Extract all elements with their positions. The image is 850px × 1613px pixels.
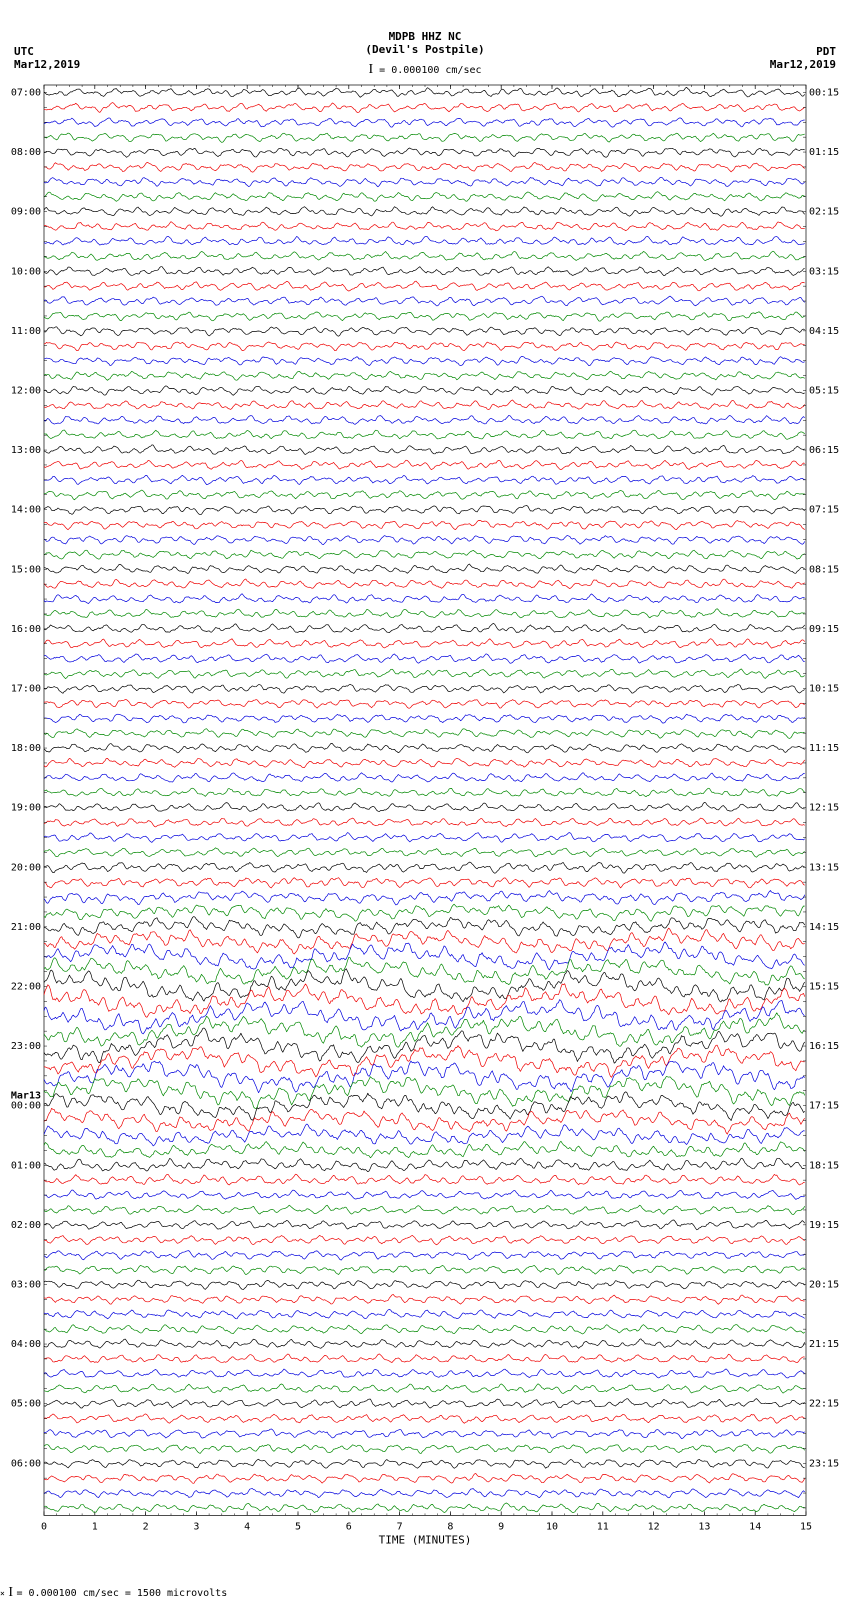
svg-text:00:00: 00:00 bbox=[11, 1101, 41, 1112]
svg-text:4: 4 bbox=[244, 1521, 250, 1532]
svg-text:03:00: 03:00 bbox=[11, 1279, 41, 1290]
svg-text:09:15: 09:15 bbox=[809, 624, 839, 635]
svg-text:14: 14 bbox=[749, 1521, 761, 1532]
svg-text:12:15: 12:15 bbox=[809, 803, 839, 814]
svg-text:5: 5 bbox=[295, 1521, 301, 1532]
svg-text:13:00: 13:00 bbox=[11, 445, 41, 456]
svg-text:14:00: 14:00 bbox=[11, 505, 41, 516]
seismogram-footer: × I = 0.000100 cm/sec = 1500 microvolts bbox=[0, 1565, 850, 1601]
svg-text:00:15: 00:15 bbox=[809, 87, 839, 98]
station-name: (Devil's Postpile) bbox=[0, 43, 850, 56]
svg-text:23:00: 23:00 bbox=[11, 1041, 41, 1052]
svg-text:12: 12 bbox=[648, 1521, 660, 1532]
station-code: MDPB HHZ NC bbox=[0, 30, 850, 43]
svg-text:17:15: 17:15 bbox=[809, 1101, 839, 1112]
svg-text:0: 0 bbox=[41, 1521, 47, 1532]
svg-text:15: 15 bbox=[800, 1521, 812, 1532]
svg-text:23:15: 23:15 bbox=[809, 1458, 839, 1469]
svg-text:04:15: 04:15 bbox=[809, 326, 839, 337]
svg-text:2: 2 bbox=[143, 1521, 149, 1532]
svg-text:16:15: 16:15 bbox=[809, 1041, 839, 1052]
svg-text:21:15: 21:15 bbox=[809, 1339, 839, 1350]
seismogram-svg: 0123456789101112131415TIME (MINUTES)07:0… bbox=[0, 75, 850, 1565]
svg-text:13:15: 13:15 bbox=[809, 862, 839, 873]
svg-text:02:00: 02:00 bbox=[11, 1220, 41, 1231]
svg-text:3: 3 bbox=[193, 1521, 199, 1532]
seismogram-plot: 0123456789101112131415TIME (MINUTES)07:0… bbox=[0, 75, 850, 1565]
svg-text:05:15: 05:15 bbox=[809, 385, 839, 396]
svg-text:9: 9 bbox=[498, 1521, 504, 1532]
svg-text:10:15: 10:15 bbox=[809, 683, 839, 694]
svg-text:18:00: 18:00 bbox=[11, 743, 41, 754]
svg-text:18:15: 18:15 bbox=[809, 1160, 839, 1171]
svg-text:15:15: 15:15 bbox=[809, 981, 839, 992]
svg-text:20:00: 20:00 bbox=[11, 862, 41, 873]
svg-text:01:00: 01:00 bbox=[11, 1160, 41, 1171]
svg-text:13: 13 bbox=[698, 1521, 710, 1532]
svg-text:10: 10 bbox=[546, 1521, 558, 1532]
svg-text:14:15: 14:15 bbox=[809, 922, 839, 933]
svg-text:19:15: 19:15 bbox=[809, 1220, 839, 1231]
svg-text:1: 1 bbox=[92, 1521, 98, 1532]
svg-text:6: 6 bbox=[346, 1521, 352, 1532]
svg-text:07:00: 07:00 bbox=[11, 87, 41, 98]
svg-text:11:00: 11:00 bbox=[11, 326, 41, 337]
svg-text:04:00: 04:00 bbox=[11, 1339, 41, 1350]
header-center-block: MDPB HHZ NC (Devil's Postpile) bbox=[0, 30, 850, 56]
pdt-label: PDT bbox=[770, 45, 836, 58]
svg-text:08:00: 08:00 bbox=[11, 147, 41, 158]
svg-text:20:15: 20:15 bbox=[809, 1279, 839, 1290]
svg-text:11:15: 11:15 bbox=[809, 743, 839, 754]
footer-text: = 0.000100 cm/sec = 1500 microvolts bbox=[17, 1588, 228, 1599]
svg-text:02:15: 02:15 bbox=[809, 207, 839, 218]
svg-text:09:00: 09:00 bbox=[11, 207, 41, 218]
svg-text:10:00: 10:00 bbox=[11, 266, 41, 277]
svg-text:07:15: 07:15 bbox=[809, 505, 839, 516]
svg-text:01:15: 01:15 bbox=[809, 147, 839, 158]
svg-text:7: 7 bbox=[397, 1521, 403, 1532]
svg-text:22:15: 22:15 bbox=[809, 1399, 839, 1410]
svg-text:8: 8 bbox=[447, 1521, 453, 1532]
svg-text:22:00: 22:00 bbox=[11, 981, 41, 992]
svg-text:21:00: 21:00 bbox=[11, 922, 41, 933]
svg-text:06:00: 06:00 bbox=[11, 1458, 41, 1469]
svg-text:11: 11 bbox=[597, 1521, 609, 1532]
svg-text:19:00: 19:00 bbox=[11, 803, 41, 814]
svg-text:15:00: 15:00 bbox=[11, 564, 41, 575]
svg-text:05:00: 05:00 bbox=[11, 1399, 41, 1410]
svg-text:17:00: 17:00 bbox=[11, 683, 41, 694]
seismogram-header: UTC Mar12,2019 MDPB HHZ NC (Devil's Post… bbox=[0, 0, 850, 75]
svg-text:03:15: 03:15 bbox=[809, 266, 839, 277]
svg-text:TIME (MINUTES): TIME (MINUTES) bbox=[379, 1533, 472, 1546]
svg-text:06:15: 06:15 bbox=[809, 445, 839, 456]
svg-text:16:00: 16:00 bbox=[11, 624, 41, 635]
svg-text:08:15: 08:15 bbox=[809, 564, 839, 575]
svg-text:12:00: 12:00 bbox=[11, 385, 41, 396]
